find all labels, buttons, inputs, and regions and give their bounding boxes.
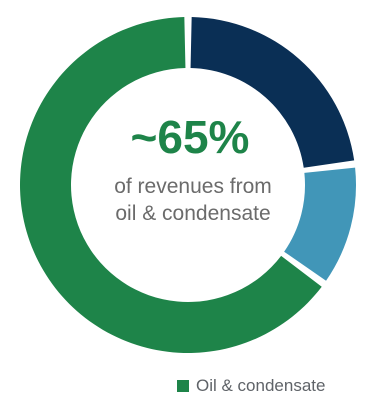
donut-slices bbox=[20, 17, 356, 354]
donut-slice-0 bbox=[20, 17, 322, 354]
legend-label-oil: Oil & condensate bbox=[196, 376, 326, 395]
headline-value: ~65% bbox=[131, 111, 250, 163]
legend: Oil & condensate bbox=[177, 376, 325, 396]
subtext-line-1: of revenues from bbox=[114, 175, 272, 198]
donut-slice-1 bbox=[190, 17, 355, 168]
legend-swatch-oil bbox=[177, 380, 189, 392]
donut-slice-2 bbox=[284, 167, 356, 281]
subtext-line-2: oil & condensate bbox=[115, 202, 270, 225]
